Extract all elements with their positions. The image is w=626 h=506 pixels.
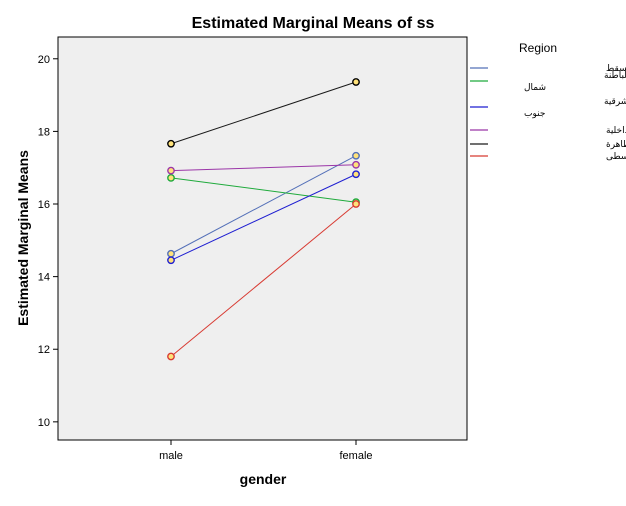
- series-line: [170, 173, 357, 261]
- y-axis: 10 12 14 16 18 20: [38, 54, 58, 429]
- legend-label: محافظة البريمي و الظاهرة: [606, 139, 626, 149]
- chart-title: Estimated Marginal Means of ss: [192, 15, 435, 32]
- series-group: [167, 78, 360, 361]
- legend-item: محافظة الداخلية: [470, 125, 626, 135]
- legend-label: محافظة الداخلية: [606, 125, 626, 135]
- series-4: [167, 160, 360, 175]
- legend-label: محافظة مسندم وظفار والوسطى: [606, 151, 626, 161]
- series-line: [170, 164, 357, 172]
- data-point: [167, 249, 175, 258]
- data-point: [167, 166, 175, 175]
- x-tick-label: female: [339, 450, 372, 462]
- plot-area: [57, 36, 468, 441]
- data-point: [167, 139, 175, 148]
- x-axis: male female: [159, 440, 373, 462]
- data-point: [352, 151, 360, 160]
- legend-item: محافظة مسندم وظفار والوسطى: [470, 151, 626, 161]
- legend-item: محافظة مسقط: [470, 63, 626, 73]
- legend-item: محافظة الشرقية شمال والشرقيةجنوب: [470, 96, 626, 118]
- series-6: [167, 200, 360, 361]
- legend-title: Region: [519, 41, 557, 55]
- series-line: [170, 155, 357, 255]
- y-tick-label: 10: [38, 417, 50, 429]
- data-point: [352, 200, 360, 208]
- data-point: [352, 160, 360, 169]
- legend-label: محافظة مسقط: [606, 63, 626, 73]
- y-tick-label: 18: [38, 126, 50, 138]
- series-5: [167, 78, 360, 148]
- y-tick-label: 12: [38, 344, 50, 356]
- legend-label: محافظة الباطنة جنوب والباطنةشمال: [524, 70, 626, 92]
- series-line: [170, 81, 357, 145]
- legend-item: محافظة البريمي و الظاهرة: [470, 139, 626, 149]
- y-tick-label: 14: [38, 272, 50, 284]
- data-point: [167, 352, 175, 361]
- series-line: [170, 177, 357, 203]
- data-point: [167, 256, 175, 265]
- legend-item: محافظة الباطنة جنوب والباطنةشمال: [470, 70, 626, 92]
- legend-label: محافظة الشرقية شمال والشرقيةجنوب: [524, 96, 626, 118]
- series-3: [167, 170, 360, 265]
- series-line: [170, 203, 357, 357]
- x-tick-label: male: [159, 450, 183, 462]
- series-1: [167, 151, 360, 258]
- y-axis-label: Estimated Marginal Means: [15, 150, 31, 326]
- data-point: [167, 173, 175, 182]
- data-point: [352, 170, 360, 179]
- x-axis-label: gender: [240, 471, 287, 487]
- y-tick-label: 16: [38, 199, 50, 211]
- legend: Region محافظة مسقطمحافظة الباطنة جنوب وا…: [470, 41, 626, 161]
- data-point: [352, 78, 360, 86]
- y-tick-label: 20: [38, 54, 50, 66]
